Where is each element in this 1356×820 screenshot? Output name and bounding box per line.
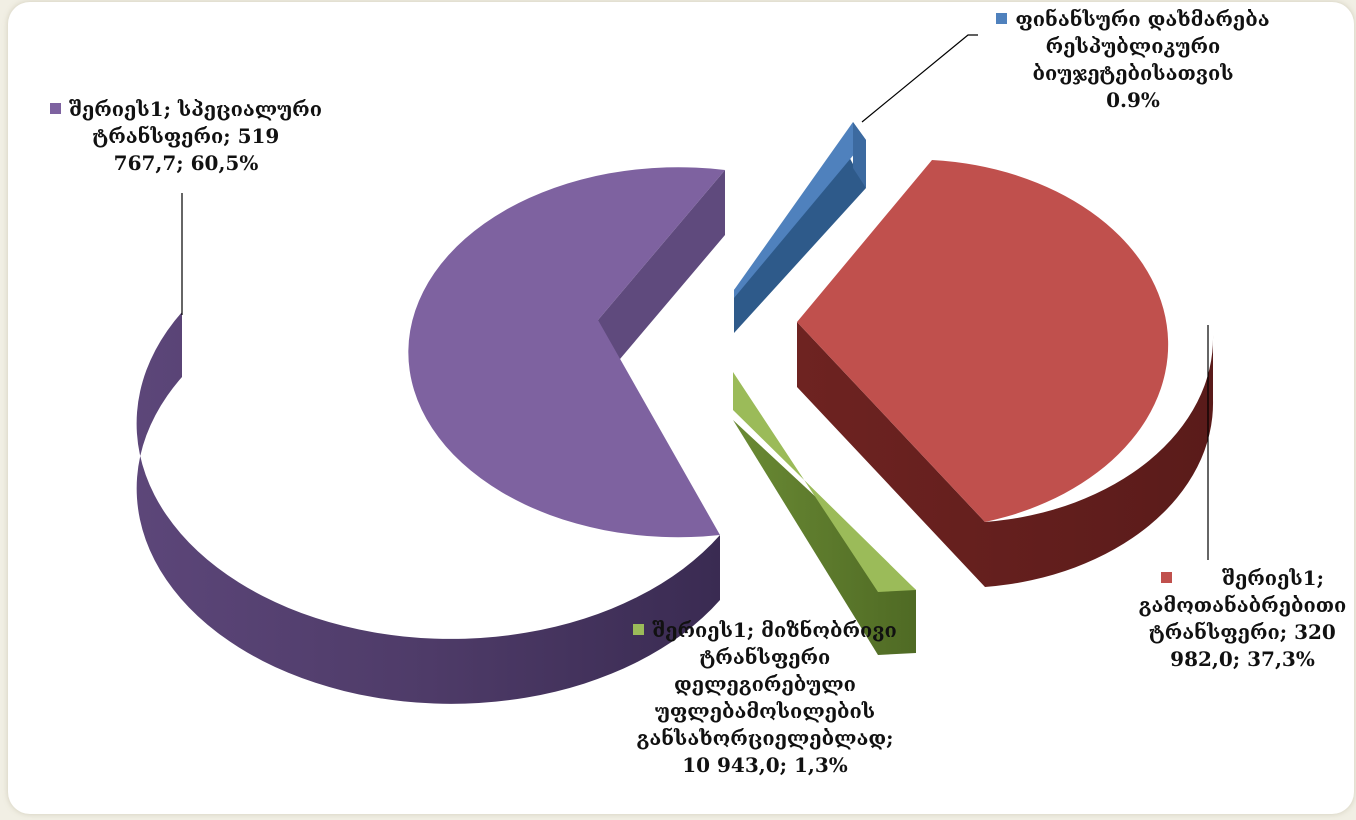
slice-special [136, 167, 725, 704]
data-label-special-line-1: შერიეს1; სპეციალური [26, 96, 346, 123]
slice-financial [734, 122, 866, 333]
swatch-financial [996, 13, 1008, 24]
slice-financial-face [853, 122, 866, 188]
data-label-financial-line-1: ფინანსური დახმარება [968, 6, 1298, 33]
data-label-special-line-3: 767,7; 60,5% [113, 151, 259, 175]
data-label-special: შერიეს1; სპეციალური ტრანსფერი; 519 767,7… [26, 96, 346, 177]
data-label-financial-line-3: ბიუჯეტებისათვის [1032, 61, 1234, 85]
data-label-equalization-line-1: შერიეს1; [1135, 565, 1350, 592]
swatch-special [50, 103, 61, 114]
leader-line-financial [861, 34, 978, 123]
data-label-targeted: შერიეს1; მიზნობრივი ტრანსფერი დელეგირებუ… [620, 617, 910, 779]
data-label-targeted-line-2: ტრანსფერი [699, 645, 831, 669]
data-label-financial: ფინანსური დახმარება რესპუბლიკური ბიუჯეტე… [968, 6, 1298, 114]
data-label-financial-line-4: 0.9% [1106, 88, 1160, 112]
data-label-targeted-line-5: განსახორციელებლად; [636, 726, 894, 750]
slice-equalization-side [797, 322, 1214, 587]
slice-special-cut [598, 170, 725, 385]
slice-targeted [733, 372, 916, 655]
data-label-special-line-2: ტრანსფერი; 519 [92, 124, 280, 148]
slice-equalization-top [797, 160, 1169, 522]
swatch-equalization [1161, 572, 1173, 583]
slice-financial-side [734, 153, 866, 333]
data-label-financial-line-2: რესპუბლიკური [1045, 34, 1221, 58]
slice-special-top [408, 167, 725, 538]
data-label-targeted-line-6: 10 943,0; 1,3% [682, 753, 848, 777]
data-label-equalization: შერიეს1; გამოთანაბრებითი ტრანსფერი; 320 … [1135, 565, 1350, 673]
data-label-equalization-line-2: გამოთანაბრებითი [1138, 593, 1347, 617]
slice-financial-top [734, 122, 866, 298]
data-label-equalization-line-3: ტრანსფერი; 320 [1149, 620, 1336, 644]
data-label-targeted-line-4: უფლებამოსილების [654, 699, 876, 723]
data-label-equalization-line-4: 982,0; 37,3% [1170, 647, 1315, 671]
slice-equalization [797, 160, 1214, 587]
slice-special-side [136, 312, 721, 704]
slice-targeted-side [733, 420, 916, 655]
data-label-targeted-line-3: დელეგირებული [674, 672, 856, 696]
swatch-targeted [633, 624, 645, 635]
data-label-targeted-line-1: შერიეს1; მიზნობრივი [620, 617, 910, 644]
